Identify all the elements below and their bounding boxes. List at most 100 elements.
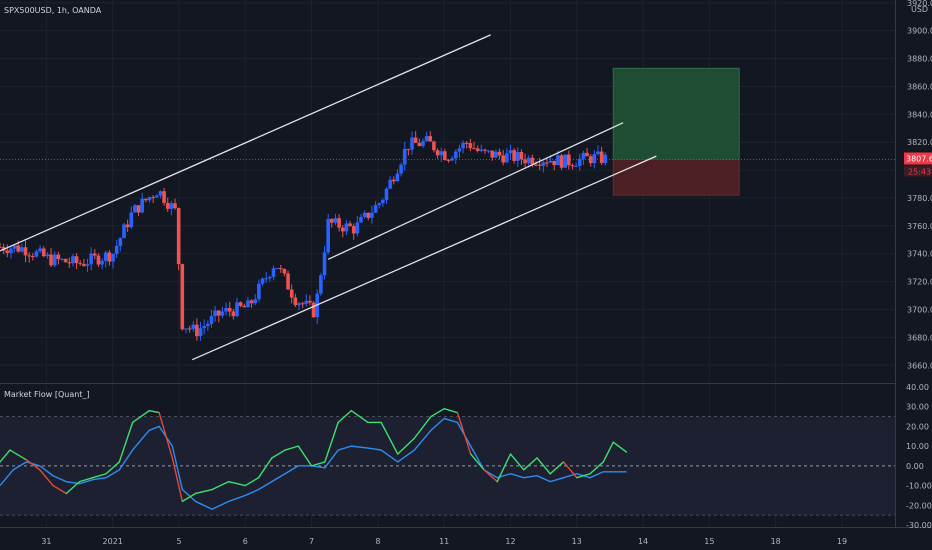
flow-line bbox=[549, 461, 565, 475]
candle bbox=[52, 254, 57, 266]
candle bbox=[187, 328, 192, 330]
oscillator-axis[interactable]: 40.00 30.00 20.00 10.00 0.00 -10.00 -20.00 -30.… bbox=[906, 383, 932, 530]
flow-line bbox=[562, 461, 578, 479]
candle bbox=[275, 268, 279, 270]
candle bbox=[60, 258, 64, 260]
candles bbox=[0, 131, 608, 341]
countdown-tag bbox=[904, 165, 932, 177]
candle bbox=[23, 247, 28, 256]
candle bbox=[41, 248, 46, 257]
flow-line bbox=[523, 457, 538, 471]
candle bbox=[559, 155, 564, 168]
flow-line bbox=[9, 449, 28, 461]
flow-line bbox=[25, 459, 41, 471]
candle bbox=[71, 256, 75, 264]
candle bbox=[49, 254, 53, 266]
candle bbox=[395, 173, 400, 182]
position-zones[interactable] bbox=[0, 67, 895, 196]
trendline bbox=[327, 122, 624, 260]
candle bbox=[206, 323, 210, 327]
candle bbox=[421, 141, 425, 147]
candle bbox=[125, 224, 130, 228]
candle bbox=[56, 254, 61, 260]
oscillator-pane bbox=[0, 407, 895, 516]
flow-line bbox=[257, 457, 273, 479]
flow-line bbox=[324, 421, 339, 463]
time-tick-label: 8 bbox=[375, 537, 380, 546]
candle bbox=[439, 151, 444, 156]
candle bbox=[227, 307, 232, 312]
candle bbox=[464, 142, 469, 144]
candle bbox=[289, 289, 294, 298]
candle bbox=[556, 155, 560, 166]
candle bbox=[384, 188, 389, 200]
candle bbox=[424, 136, 429, 142]
candle bbox=[515, 151, 520, 161]
oscillator-tick-label: 10.00 bbox=[906, 442, 929, 451]
candle bbox=[497, 151, 502, 156]
candle bbox=[260, 278, 265, 284]
trendline bbox=[191, 155, 657, 361]
time-tick-label: 18 bbox=[771, 537, 781, 546]
flow-line bbox=[310, 461, 326, 467]
candle bbox=[359, 216, 363, 223]
flow-line bbox=[92, 473, 107, 479]
candle bbox=[34, 251, 39, 257]
currency-label: USD bbox=[911, 5, 928, 14]
candle bbox=[475, 148, 480, 151]
candle bbox=[402, 148, 407, 165]
candle bbox=[271, 268, 276, 277]
symbol-title[interactable]: SPX500USD, 1h, OANDA bbox=[4, 6, 102, 15]
candle bbox=[512, 150, 516, 161]
candle bbox=[297, 303, 301, 306]
candle bbox=[348, 223, 352, 227]
flow-line bbox=[602, 441, 614, 463]
candle bbox=[136, 205, 141, 213]
flow-line bbox=[228, 480, 246, 487]
candle bbox=[596, 151, 600, 155]
candle bbox=[300, 303, 305, 305]
candle bbox=[457, 148, 462, 152]
candle bbox=[45, 254, 50, 257]
candle bbox=[304, 300, 309, 304]
countdown-label: 25:43 bbox=[908, 167, 931, 176]
candle bbox=[140, 198, 145, 213]
candle bbox=[100, 260, 104, 265]
candle bbox=[322, 252, 327, 276]
candle bbox=[483, 149, 487, 151]
candle bbox=[526, 157, 531, 164]
candle bbox=[548, 160, 553, 163]
price-axis[interactable]: 3920.03900.03880.03860.03840.03820.03800… bbox=[904, 0, 932, 370]
candle bbox=[599, 151, 604, 163]
trendlines[interactable] bbox=[0, 34, 657, 361]
candle bbox=[435, 150, 440, 156]
flow-line bbox=[496, 453, 512, 483]
flow-line bbox=[413, 415, 432, 439]
candle bbox=[490, 150, 495, 158]
oscillator-tick-label: 30.00 bbox=[906, 403, 929, 412]
candle bbox=[82, 263, 86, 266]
time-tick-label: 6 bbox=[243, 537, 248, 546]
candle bbox=[461, 142, 465, 149]
candle bbox=[446, 160, 451, 162]
candle bbox=[545, 162, 549, 164]
flow-line bbox=[397, 437, 416, 455]
time-axis[interactable]: 31 2021 5 6 7 8 11 12 13 14 15 18 19 bbox=[41, 537, 847, 546]
candle bbox=[191, 324, 196, 329]
candle bbox=[242, 305, 247, 308]
price-tick-label: 3920.0 bbox=[907, 0, 932, 8]
time-tick-label: 2021 bbox=[103, 537, 123, 546]
candle bbox=[151, 197, 155, 199]
flow-line bbox=[430, 407, 445, 418]
flow-line bbox=[271, 449, 286, 459]
candle bbox=[450, 158, 454, 161]
candle bbox=[12, 245, 17, 249]
flow-line bbox=[456, 411, 472, 455]
indicator-title[interactable]: Market Flow [Quant_] bbox=[4, 390, 90, 399]
candle bbox=[169, 203, 174, 209]
time-tick-label: 11 bbox=[439, 537, 449, 546]
flow-line bbox=[0, 449, 11, 463]
candle bbox=[603, 154, 608, 163]
candle bbox=[381, 199, 385, 204]
